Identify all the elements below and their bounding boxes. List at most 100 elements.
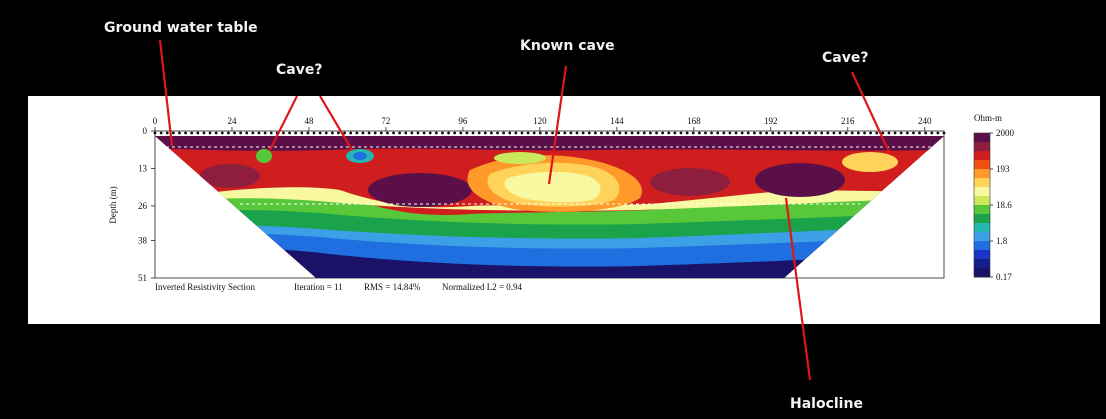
colorbar-swatch bbox=[974, 160, 990, 170]
electrode-dot bbox=[636, 131, 640, 135]
colorbar-swatch bbox=[974, 196, 990, 206]
electrode-dot bbox=[239, 131, 243, 135]
electrode-dot bbox=[441, 131, 444, 135]
electrode-dot bbox=[349, 131, 353, 135]
electrode-dot bbox=[343, 131, 347, 135]
electrode-dot bbox=[288, 131, 291, 135]
resistive-body-left bbox=[200, 164, 260, 188]
electrode-dot bbox=[869, 131, 873, 135]
y-axis-ticks: 0 13 26 38 51 bbox=[138, 126, 155, 283]
electrode-dot bbox=[704, 131, 707, 135]
known-cave-upper-green bbox=[494, 152, 546, 164]
electrode-dot bbox=[447, 131, 450, 135]
electrode-dot bbox=[477, 131, 481, 135]
electrode-dot bbox=[844, 131, 848, 135]
x-tick-label: 168 bbox=[687, 116, 701, 126]
electrode-dot bbox=[795, 131, 799, 135]
electrode-dot bbox=[722, 131, 726, 135]
electrode-dot bbox=[820, 131, 824, 135]
electrode-dot bbox=[881, 131, 885, 135]
colorbar-swatch bbox=[974, 169, 990, 179]
colorbar-swatch bbox=[974, 187, 990, 197]
electrode-dot bbox=[899, 131, 903, 135]
electrode-dot bbox=[300, 131, 304, 135]
electrode-dot bbox=[716, 131, 720, 135]
electrode-dot bbox=[404, 131, 408, 135]
colorbar bbox=[973, 132, 991, 278]
electrode-dot bbox=[673, 131, 677, 135]
electrode-dot bbox=[532, 131, 536, 135]
electrode-dot bbox=[771, 131, 775, 135]
electrode-dot bbox=[233, 131, 236, 135]
electrode-dot bbox=[618, 131, 622, 135]
colorbar-label: 2000 bbox=[996, 128, 1015, 138]
colorbar-swatch bbox=[974, 133, 990, 143]
y-axis-label: Depth (m) bbox=[108, 186, 118, 223]
annotation-known-cave: Known cave bbox=[520, 38, 615, 54]
electrode-dot bbox=[398, 131, 402, 135]
electrode-dot bbox=[551, 131, 554, 135]
electrode-dot bbox=[581, 131, 585, 135]
electrode-dot bbox=[606, 131, 610, 135]
electrode-dot bbox=[789, 131, 793, 135]
electrode-dot bbox=[734, 131, 738, 135]
colorbar-label: 18.6 bbox=[996, 200, 1012, 210]
colorbar-label: 193 bbox=[996, 164, 1010, 174]
electrode-dot bbox=[759, 131, 762, 135]
colorbar-swatch bbox=[974, 205, 990, 215]
colorbar-unit: Ohm-m bbox=[974, 113, 1002, 123]
x-tick-label: 96 bbox=[458, 116, 468, 126]
electrode-dot bbox=[508, 131, 512, 135]
electrode-dot bbox=[887, 131, 891, 135]
electrode-dot bbox=[257, 131, 261, 135]
electrode-dot bbox=[863, 131, 866, 135]
electrode-dot bbox=[171, 131, 175, 135]
electrode-dot bbox=[386, 131, 389, 135]
x-tick-label: 72 bbox=[381, 116, 390, 126]
cave-right-anomaly bbox=[842, 152, 898, 172]
electrode-dot bbox=[471, 131, 475, 135]
electrode-dot bbox=[263, 131, 267, 135]
electrode-dot bbox=[600, 131, 603, 135]
electrode-dot bbox=[422, 131, 426, 135]
electrode-dot bbox=[165, 131, 169, 135]
electrode-dot bbox=[942, 131, 946, 135]
electrode-dot bbox=[226, 131, 230, 135]
electrode-dot bbox=[496, 131, 499, 135]
line-cave-left-1 bbox=[269, 95, 298, 151]
electrode-dot bbox=[330, 131, 334, 135]
resistive-body-right-1 bbox=[650, 168, 730, 196]
x-tick-label: 120 bbox=[533, 116, 547, 126]
electrode-dot bbox=[740, 131, 744, 135]
colorbar-swatch bbox=[974, 241, 990, 251]
electrode-dot bbox=[624, 131, 628, 135]
electrode-dot bbox=[355, 131, 359, 135]
electrode-dot bbox=[502, 131, 506, 135]
colorbar-swatch bbox=[974, 268, 990, 278]
electrode-dot bbox=[545, 131, 548, 135]
electrode-dot bbox=[282, 131, 285, 135]
cave-left-anomaly-1 bbox=[256, 149, 272, 163]
transition-yellow-band bbox=[155, 187, 944, 211]
annotation-lines bbox=[158, 39, 891, 381]
cave-left-anomaly-2-core bbox=[353, 152, 367, 160]
electrode-dot bbox=[691, 131, 695, 135]
y-tick-label: 0 bbox=[143, 126, 148, 136]
colorbar-swatch bbox=[974, 223, 990, 233]
electrode-dot bbox=[410, 131, 414, 135]
electrode-dot bbox=[661, 131, 665, 135]
electrode-dot bbox=[514, 131, 518, 135]
y-tick-label: 51 bbox=[138, 273, 147, 283]
electrode-dot bbox=[746, 131, 750, 135]
electrode-dot bbox=[685, 131, 689, 135]
footer-iteration: Iteration = 11 bbox=[294, 282, 343, 292]
electrode-dot bbox=[752, 131, 756, 135]
colorbar-swatch bbox=[974, 232, 990, 242]
electrode-row bbox=[153, 131, 946, 135]
electrode-dot bbox=[184, 131, 187, 135]
electrode-dot bbox=[930, 131, 934, 135]
electrode-dot bbox=[483, 131, 487, 135]
x-tick-label: 240 bbox=[918, 116, 932, 126]
electrode-dot bbox=[202, 131, 206, 135]
x-tick-label: 48 bbox=[304, 116, 314, 126]
